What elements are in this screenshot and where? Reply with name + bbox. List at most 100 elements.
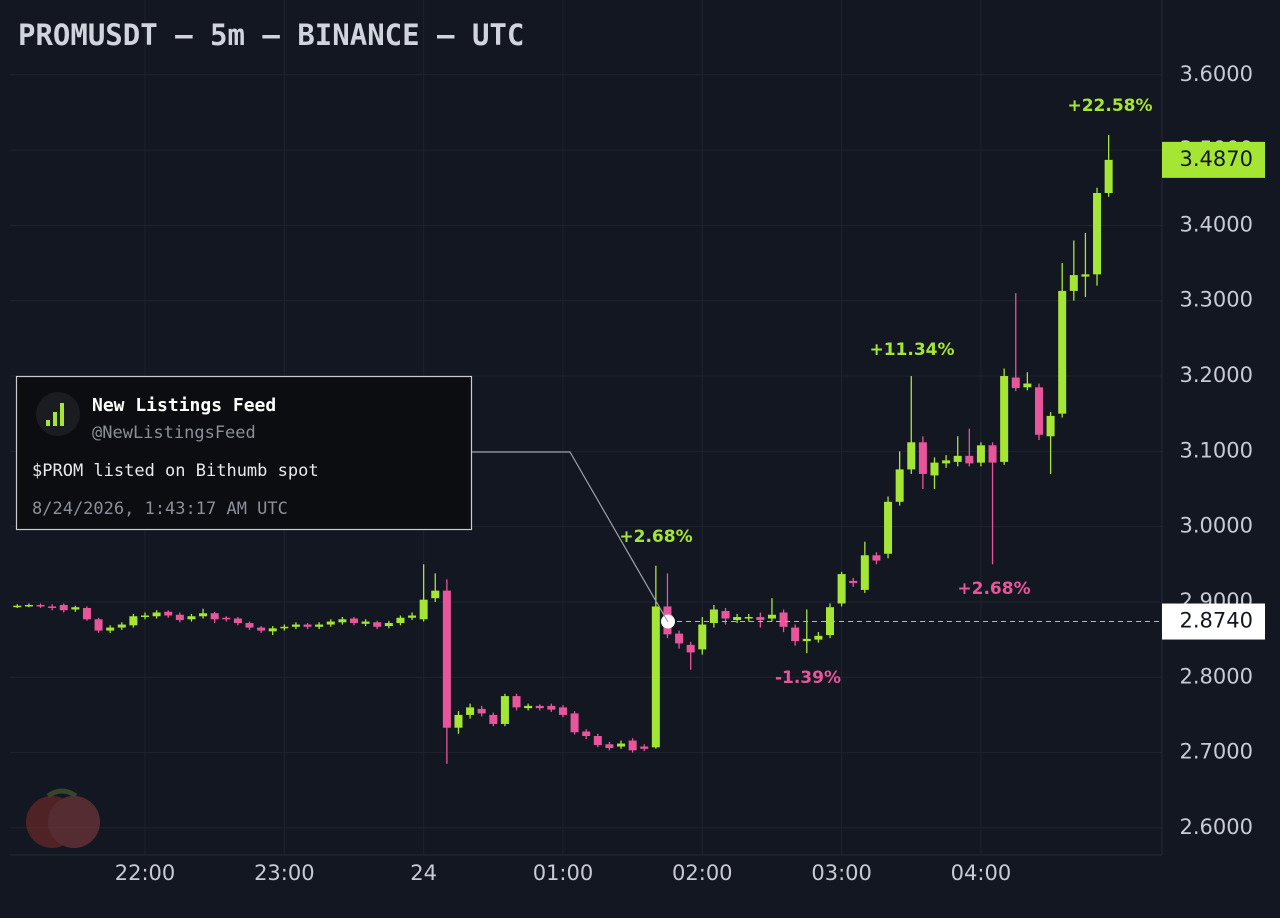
x-tick-label: 24	[410, 861, 437, 885]
price-box	[1162, 603, 1265, 640]
author-name: New Listings Feed	[92, 395, 276, 416]
candle-body	[303, 624, 312, 627]
candle-body	[988, 445, 997, 463]
candle-body	[477, 708, 486, 714]
candle-body	[431, 590, 440, 599]
x-tick-label: 23:00	[254, 861, 315, 885]
candle-body	[524, 705, 533, 709]
candle-body	[698, 624, 707, 650]
candle-body	[744, 617, 753, 619]
x-tick-label: 22:00	[115, 861, 176, 885]
candle-body	[675, 633, 684, 644]
candle-body	[849, 580, 858, 584]
candle-body	[59, 604, 68, 611]
candle-body	[129, 616, 138, 626]
candle-body	[976, 445, 985, 463]
annotation: +2.68%	[957, 579, 1030, 599]
grid	[10, 0, 1162, 855]
candle-body	[1034, 387, 1043, 435]
candle-body	[442, 590, 451, 728]
candle-body	[779, 612, 788, 627]
tweet-card[interactable]: New Listings Feed @NewListingsFeed $PROM…	[15, 375, 473, 531]
card	[15, 375, 473, 531]
y-tick-label: 3.0000	[1180, 514, 1253, 538]
candle-body	[82, 607, 91, 620]
candle-body	[802, 638, 811, 642]
avatar-icon	[53, 412, 57, 426]
candle-body	[1011, 377, 1020, 389]
candle-body	[152, 612, 161, 617]
candle-body	[489, 714, 498, 724]
candle-body	[953, 455, 962, 462]
candle-body	[872, 555, 881, 561]
y-tick-label: 2.6000	[1180, 815, 1253, 839]
candle-body	[1058, 290, 1067, 414]
candle-body	[930, 462, 939, 476]
candle-body	[199, 613, 208, 617]
price-label: 2.8740	[1180, 609, 1253, 633]
candle-body	[617, 743, 626, 747]
candle-body	[419, 599, 428, 620]
candle-body	[709, 609, 718, 624]
candle-body	[547, 705, 556, 710]
candle-body	[721, 610, 730, 619]
x-tick-label: 02:00	[672, 861, 733, 885]
candle-body	[338, 619, 347, 623]
candle-body	[837, 574, 846, 604]
candle-body	[895, 469, 904, 502]
chart-title: PROMUSDT — 5m — BINANCE — UTC	[18, 18, 524, 52]
x-tick-label: 04:00	[951, 861, 1012, 885]
candle-body	[767, 614, 776, 619]
candle-body	[1081, 274, 1090, 277]
candle-body	[1046, 415, 1055, 437]
annotation: +11.34%	[869, 340, 954, 360]
candle-body	[605, 744, 614, 749]
candle-body	[1093, 193, 1102, 275]
candle-body	[48, 606, 57, 608]
candle-body	[187, 616, 196, 620]
candle-body	[257, 627, 266, 631]
candle-body	[13, 605, 22, 608]
candle-body	[512, 696, 521, 708]
candle-body	[791, 627, 800, 642]
candle-body	[1023, 383, 1032, 388]
post-time: 8/24/2026, 1:43:17 AM UTC	[32, 499, 288, 519]
candle-body	[860, 555, 869, 590]
author-handle: @NewListingsFeed	[92, 423, 256, 443]
avatar-icon	[60, 403, 64, 426]
candle-body	[466, 707, 475, 715]
candle-body	[628, 740, 637, 751]
watermark	[26, 788, 100, 848]
candle-body	[326, 621, 335, 625]
avatar	[36, 392, 80, 436]
candle-body	[210, 613, 219, 620]
candle-body	[315, 624, 324, 627]
candle-body	[640, 746, 649, 749]
candle-body	[349, 618, 358, 624]
candle-body	[408, 615, 417, 618]
candle-body	[814, 635, 823, 640]
annotation: +22.58%	[1067, 96, 1152, 116]
candle-body	[884, 501, 893, 554]
candle-body	[918, 442, 927, 474]
candle-body	[245, 623, 254, 628]
candle-body	[733, 617, 742, 621]
candle-body	[94, 619, 103, 631]
candle-body	[384, 623, 393, 627]
x-tick-label: 03:00	[811, 861, 872, 885]
candle-body	[291, 624, 300, 627]
candle-body	[454, 714, 463, 728]
price-box	[1162, 141, 1265, 178]
y-tick-label: 3.6000	[1180, 62, 1253, 86]
candle-body	[175, 614, 184, 621]
y-tick-label: 2.8000	[1180, 664, 1253, 688]
y-tick-label: 3.4000	[1180, 212, 1253, 236]
candle-body	[141, 615, 150, 618]
candle-body	[907, 442, 916, 470]
candle-body	[222, 617, 231, 620]
candle-body	[570, 713, 579, 733]
candle-body	[280, 626, 289, 629]
candle-body	[651, 606, 660, 748]
candle-body	[942, 460, 951, 464]
candle-body	[396, 617, 405, 624]
